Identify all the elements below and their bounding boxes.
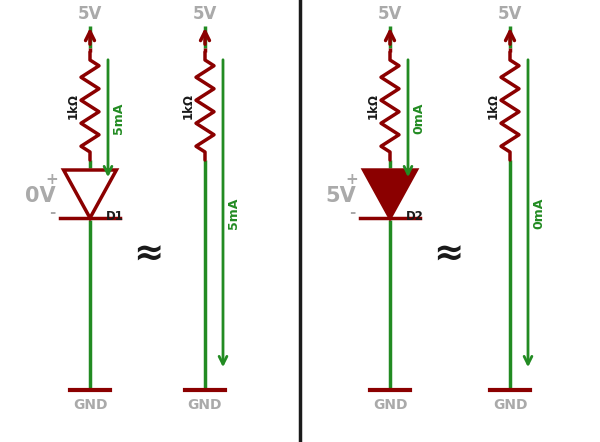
Text: 5V: 5V xyxy=(498,5,522,23)
Text: 5V: 5V xyxy=(78,5,102,23)
Text: 5mA: 5mA xyxy=(112,103,125,134)
Text: 1kΩ: 1kΩ xyxy=(487,93,499,119)
Text: 1kΩ: 1kΩ xyxy=(67,93,79,119)
Text: -: - xyxy=(349,205,355,220)
Text: 1kΩ: 1kΩ xyxy=(367,93,380,119)
Polygon shape xyxy=(364,170,416,218)
Text: GND: GND xyxy=(188,398,222,412)
Text: GND: GND xyxy=(373,398,407,412)
Text: 5V: 5V xyxy=(378,5,402,23)
Polygon shape xyxy=(64,170,116,218)
Text: 0mA: 0mA xyxy=(412,103,425,134)
Text: 1kΩ: 1kΩ xyxy=(182,93,194,119)
Text: 5V: 5V xyxy=(193,5,217,23)
Text: +: + xyxy=(346,172,358,187)
Text: -: - xyxy=(49,205,55,220)
Text: 0mA: 0mA xyxy=(532,198,545,229)
Text: ≈: ≈ xyxy=(133,238,163,272)
Text: GND: GND xyxy=(73,398,107,412)
Text: ≈: ≈ xyxy=(433,238,463,272)
Text: D2: D2 xyxy=(406,210,424,222)
Text: 5V: 5V xyxy=(325,186,356,206)
Text: GND: GND xyxy=(493,398,527,412)
Text: 5mA: 5mA xyxy=(227,198,240,229)
Text: D1: D1 xyxy=(106,210,124,222)
Text: 0V: 0V xyxy=(25,186,56,206)
Text: +: + xyxy=(46,172,58,187)
